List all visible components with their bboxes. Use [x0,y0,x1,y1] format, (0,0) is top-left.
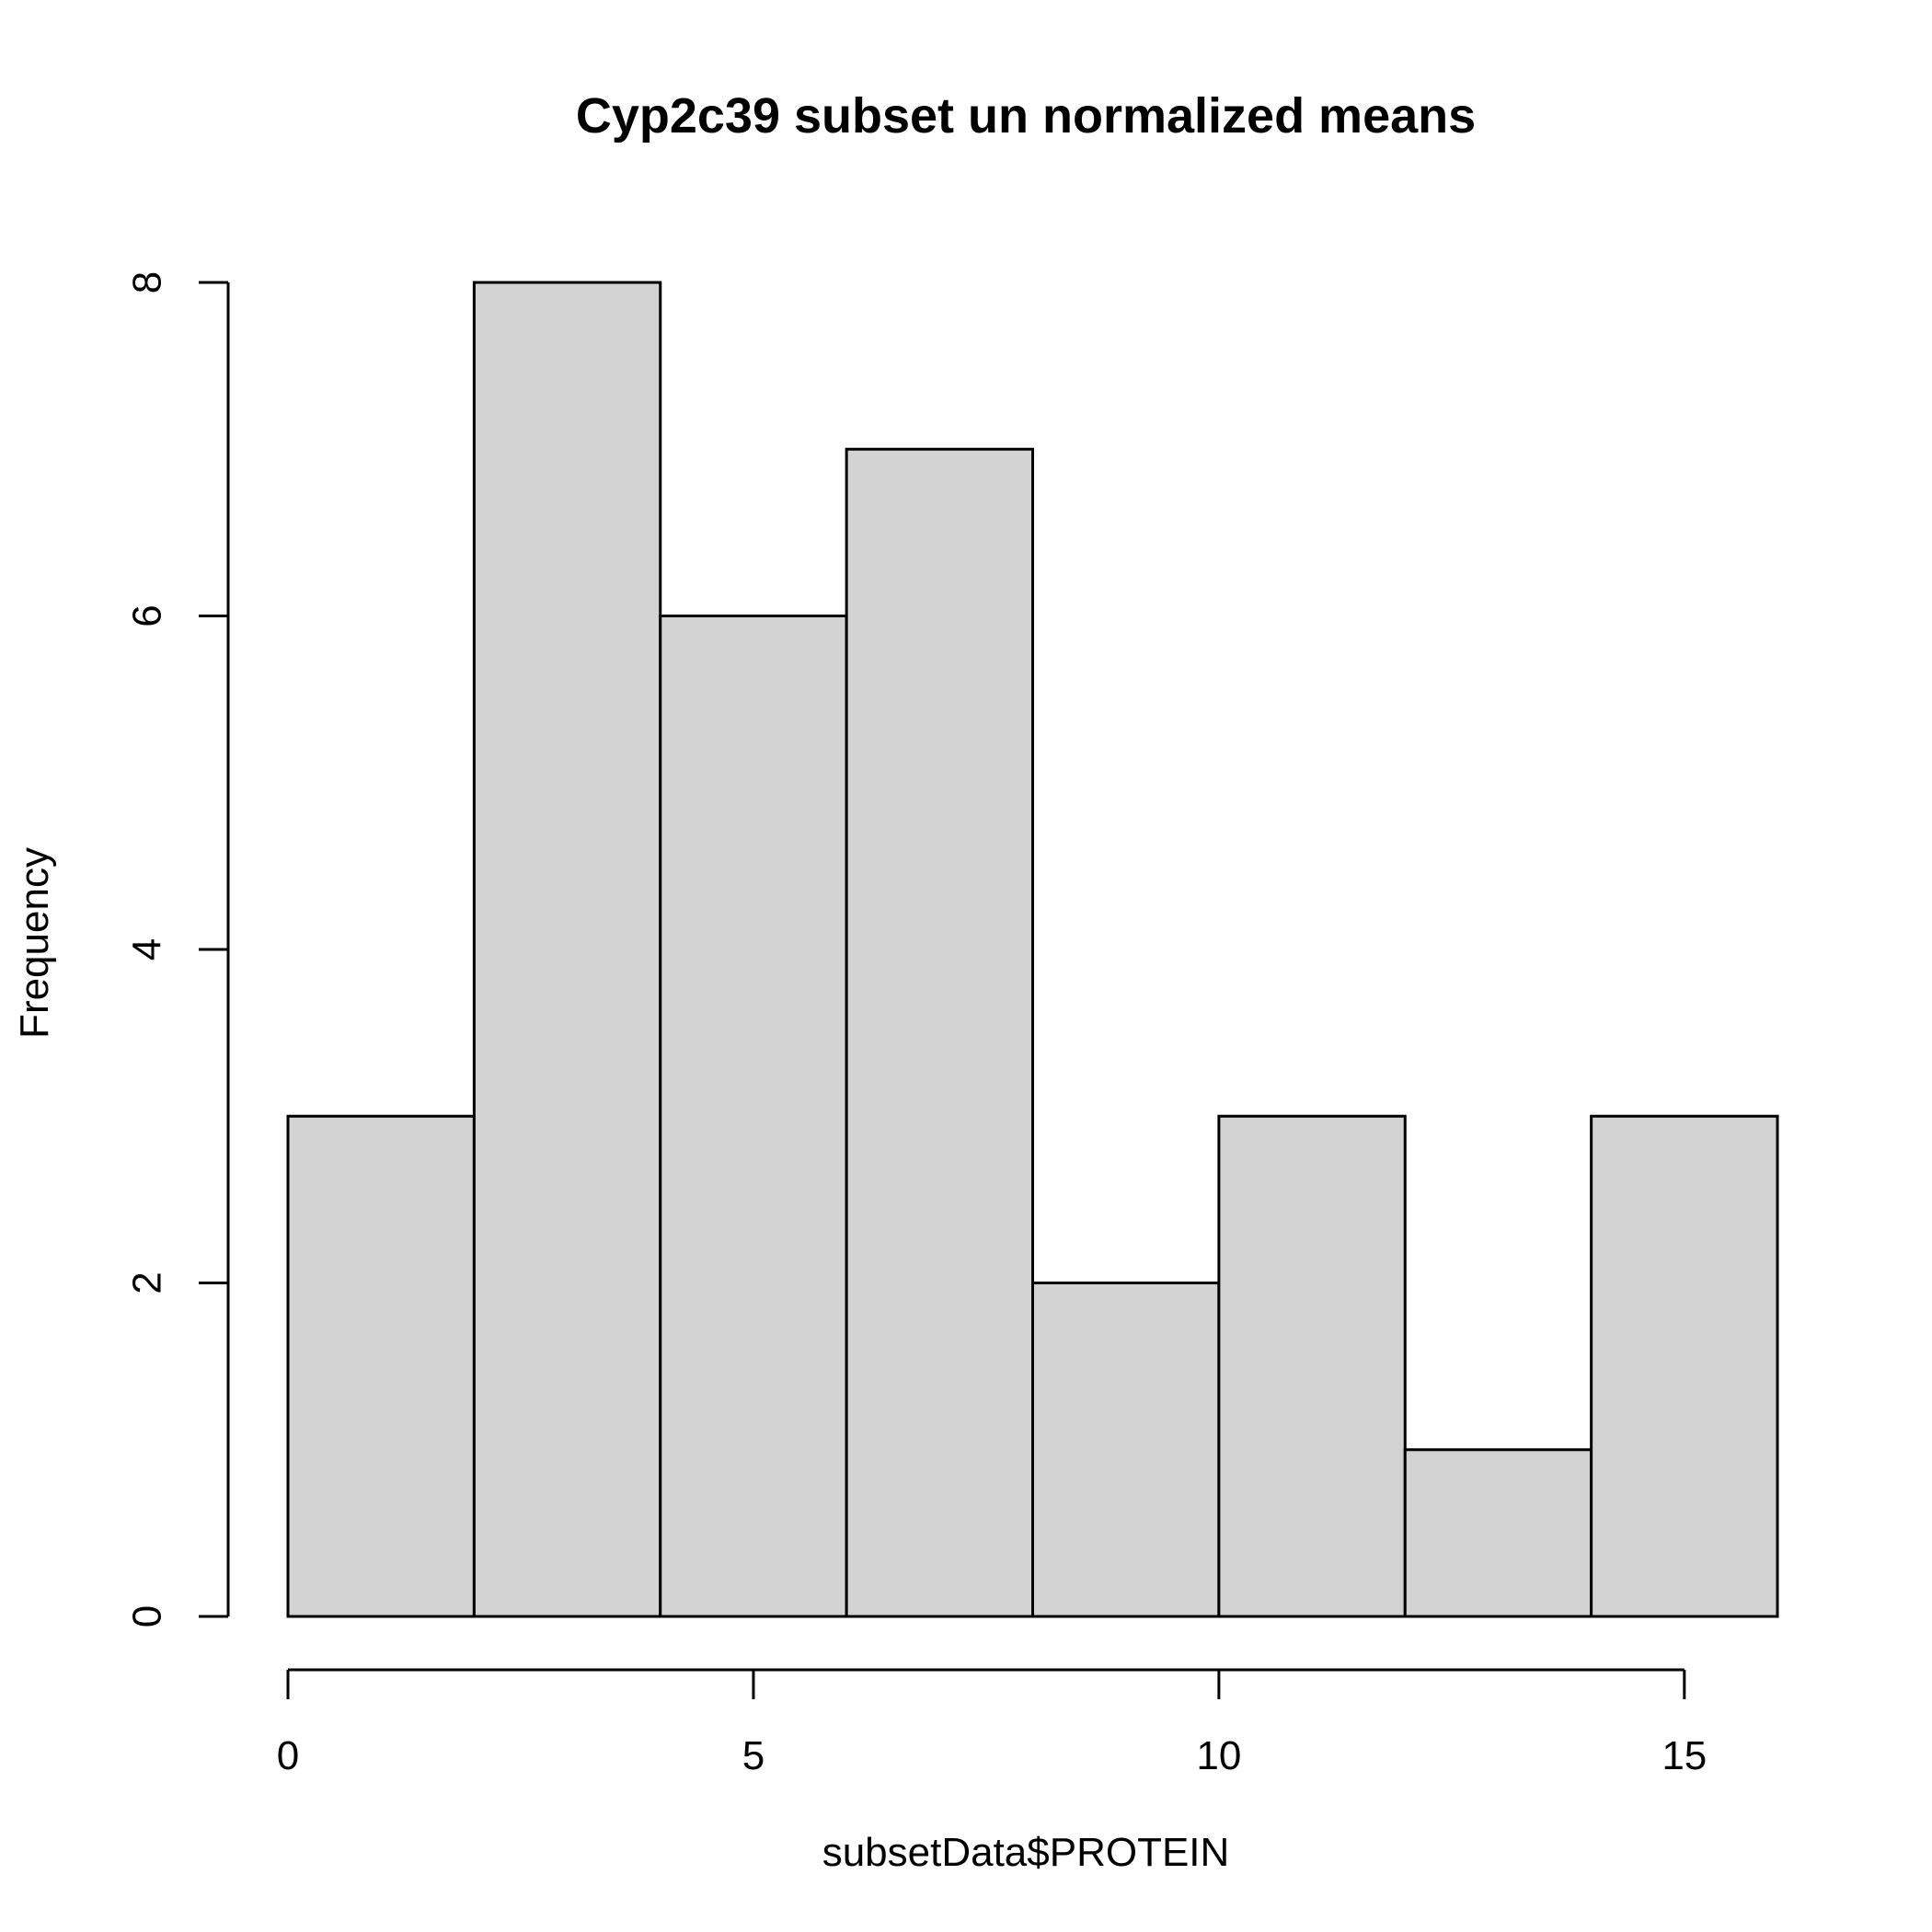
histogram-bar [1217,1114,1407,1618]
y-tick-label: 8 [125,271,170,293]
histogram-bars [286,281,1779,1618]
x-tick-label: 15 [1662,1733,1707,1778]
y-tick-label: 4 [125,938,170,960]
y-axis-label: Frequency [12,847,57,1039]
y-tick-label: 0 [125,1605,170,1627]
x-tick-label: 10 [1196,1733,1241,1778]
x-axis-label: subsetData$PROTEIN [822,1830,1230,1875]
histogram-bar [1031,1282,1221,1618]
histogram-bar [472,281,662,1618]
histogram-bar [286,1114,476,1618]
x-axis: 0 5 10 15 [277,1668,1707,1778]
y-tick-label: 6 [125,604,170,627]
histogram-bar [845,447,1034,1618]
x-tick-label: 0 [277,1733,299,1778]
y-tick-label: 2 [125,1271,170,1294]
histogram-bar [659,615,848,1618]
histogram-bar [1403,1448,1593,1618]
chart-title: Cyp2c39 subset un normalized means [576,88,1476,144]
y-axis: 0 2 4 6 8 [125,271,230,1627]
x-tick-label: 5 [742,1733,765,1778]
histogram-bar [1590,1114,1779,1618]
